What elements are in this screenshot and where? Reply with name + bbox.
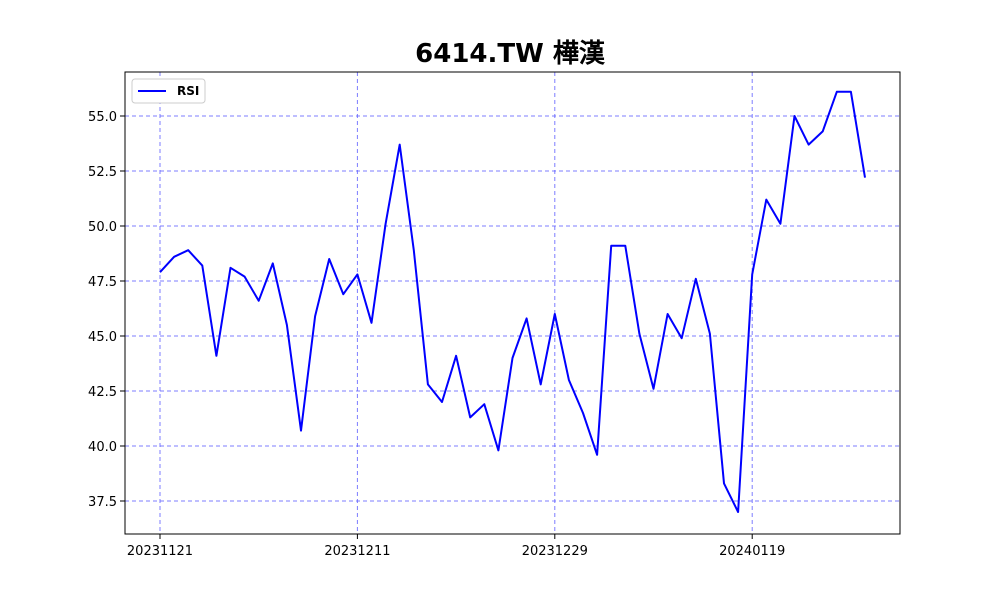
y-tick-label: 52.5: [88, 165, 117, 180]
legend: RSI: [131, 78, 206, 104]
legend-box: [131, 78, 206, 104]
x-axis: 20231121 20231211 20231229 20240119: [127, 534, 785, 559]
x-tick-label: 20231211: [324, 544, 390, 559]
x-tick-label: 20231121: [127, 544, 193, 559]
legend-label-rsi: RSI: [177, 84, 199, 98]
y-tick-label: 45.0: [88, 330, 117, 345]
plot-area-frame: [124, 71, 901, 535]
y-tick-label: 50.0: [88, 220, 117, 235]
chart-title: 6414.TW 樺漢: [415, 39, 606, 69]
y-tick-label: 40.0: [88, 440, 117, 455]
x-tick-label: 20231229: [522, 544, 588, 559]
series-line-rsi: [159, 90, 866, 513]
grid-lines: [125, 72, 900, 534]
y-axis: 37.5 40.0 42.5 45.0 47.5 50.0 52.5 55.0: [88, 110, 125, 510]
y-tick-label: 42.5: [88, 385, 117, 400]
y-tick-label: 55.0: [88, 110, 117, 125]
y-tick-label: 47.5: [88, 275, 117, 290]
series-layer: [159, 90, 866, 513]
x-tick-label: 20240119: [719, 544, 785, 559]
y-tick-label: 37.5: [88, 495, 117, 510]
